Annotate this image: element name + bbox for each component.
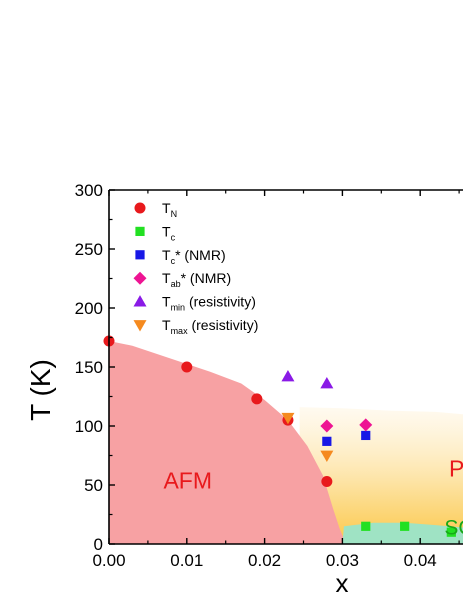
region-pg bbox=[299, 407, 463, 544]
legend-label-TN: TN bbox=[162, 200, 177, 219]
y-tick-label-4: 200 bbox=[75, 299, 103, 318]
legend-label-TabNMR: Tab* (NMR) bbox=[162, 270, 231, 289]
legend-marker-TN bbox=[134, 202, 146, 214]
x-tick-label-2: 0.02 bbox=[248, 551, 281, 570]
point-TN-1 bbox=[181, 361, 193, 373]
y-tick-label-3: 150 bbox=[75, 358, 103, 377]
point-TcNMR-1 bbox=[361, 430, 371, 441]
x-tick-label-0: 0.00 bbox=[92, 551, 125, 570]
region-label-pg: PG bbox=[449, 456, 463, 482]
point-TcNMR-0 bbox=[322, 436, 332, 446]
y-tick-label-0: 0 bbox=[94, 535, 103, 554]
legend: TN Tc Tc* (NMR) Tab* (NMR) Tmin (resistivity… bbox=[133, 200, 258, 336]
x-tick-label-4: 0.04 bbox=[404, 551, 437, 570]
region-afm bbox=[109, 341, 347, 544]
point-Tmin-1 bbox=[320, 377, 334, 389]
point-TabNMR-0 bbox=[320, 419, 334, 433]
x-axis-label: x bbox=[336, 568, 349, 598]
y-tick-label-6: 300 bbox=[75, 181, 103, 200]
point-Tmax-0 bbox=[281, 412, 295, 425]
legend-marker-Tmax bbox=[133, 320, 147, 332]
point-TabNMR-1 bbox=[359, 418, 373, 432]
legend-label-Tmax: Tmax (resistivity) bbox=[162, 317, 258, 336]
phase-regions bbox=[109, 341, 463, 544]
legend-label-TcNMR: Tc* (NMR) bbox=[162, 247, 226, 266]
legend-marker-TabNMR bbox=[133, 271, 147, 285]
region-label-afm: AFM bbox=[163, 468, 212, 494]
region-sc bbox=[342, 522, 463, 544]
data-markers bbox=[103, 335, 456, 537]
legend-marker-TcNMR bbox=[135, 250, 145, 260]
y-axis-label: T (K) bbox=[25, 359, 56, 421]
axes: 0.000.010.020.030.040.005010015020025030… bbox=[75, 181, 463, 570]
region-label-sc: SC bbox=[444, 517, 463, 540]
point-TN-4 bbox=[321, 475, 333, 487]
point-Tmin-0 bbox=[281, 369, 295, 382]
point-Tc-0 bbox=[361, 521, 371, 531]
y-tick-label-5: 250 bbox=[75, 240, 103, 259]
legend-marker-Tmin bbox=[133, 295, 147, 307]
point-Tc-2 bbox=[446, 527, 456, 537]
point-TN-2 bbox=[251, 393, 263, 405]
point-Tc-1 bbox=[400, 521, 410, 531]
x-tick-label-1: 0.01 bbox=[170, 551, 203, 570]
point-Tmax-1 bbox=[320, 450, 334, 462]
y-tick-label-1: 50 bbox=[84, 476, 103, 495]
region-labels: AFM PG SC bbox=[163, 456, 463, 540]
y-tick-label-2: 100 bbox=[75, 417, 103, 436]
x-tick-label-3: 0.03 bbox=[326, 551, 359, 570]
legend-label-Tmin: Tmin (resistivity) bbox=[162, 294, 256, 313]
legend-label-Tc: Tc bbox=[162, 223, 176, 242]
legend-marker-Tc bbox=[135, 226, 145, 236]
